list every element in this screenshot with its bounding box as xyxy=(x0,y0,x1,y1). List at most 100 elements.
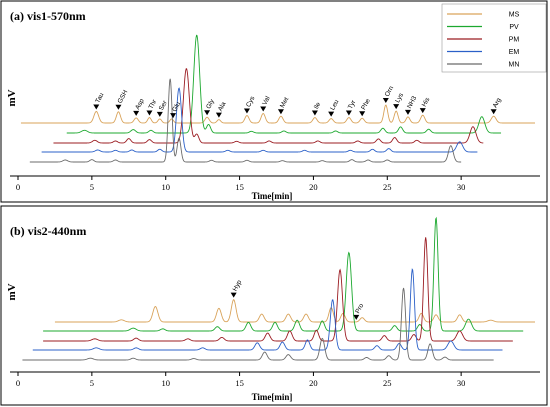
peak-marker-glu xyxy=(170,113,177,119)
peak-text-ala: Ala xyxy=(217,101,228,113)
panel-b-peak-labels: Hyp Pro xyxy=(230,279,365,320)
peak-marker-tau xyxy=(93,104,100,110)
peak-text-ile: Ile xyxy=(313,101,323,111)
peak-marker-ala xyxy=(215,112,222,118)
b-trace-em xyxy=(32,268,503,351)
peak-marker-gsh xyxy=(115,104,122,110)
peak-marker-met xyxy=(277,109,284,115)
peak-marker-tyr xyxy=(345,110,352,116)
a-trace-ms xyxy=(20,104,535,124)
panel-b-ylabel: mV xyxy=(6,283,18,300)
a-x-tick-label-25: 25 xyxy=(383,182,392,192)
a-trace-mn xyxy=(29,78,462,163)
peak-label-his: His xyxy=(419,96,432,114)
peak-text-ser: Ser xyxy=(158,99,169,112)
peak-marker-pro xyxy=(353,314,360,320)
panel-a-xlabel: Time[min] xyxy=(252,191,293,201)
peak-text-tau: Tau xyxy=(94,91,105,104)
b-trace-ms xyxy=(54,299,535,323)
b-trace-pv xyxy=(43,216,524,332)
peak-text-orn: Orn xyxy=(384,85,395,98)
panel-a-ylabel: mV xyxy=(6,89,18,106)
peak-marker-orn xyxy=(382,97,389,103)
peak-text-pro: Pro xyxy=(354,302,365,315)
peak-label-gly: Gly xyxy=(204,98,216,116)
a-x-tick-label-30: 30 xyxy=(457,182,466,192)
peak-label-arg: Arg xyxy=(490,97,503,115)
peak-label-ser: Ser xyxy=(156,99,169,117)
peak-text-thr: Thr xyxy=(148,98,159,111)
peak-label-val: Val xyxy=(260,95,272,112)
peak-label-orn: Orn xyxy=(382,85,395,103)
legend-label-em: EM xyxy=(509,49,520,56)
peak-label-glu: Glu xyxy=(170,100,182,119)
peak-marker-his xyxy=(419,108,426,114)
panel-b-frame xyxy=(0,205,548,406)
legend-label-pm: PM xyxy=(509,37,520,44)
peak-marker-asp xyxy=(133,110,140,116)
panel-a-peak-labels: Tau GSH Asp Thr Ser Glu Gly Ala Cys Val Met Ile Leu T… xyxy=(93,85,503,119)
a-x-tick-label-5: 5 xyxy=(90,182,94,192)
peak-label-met: Met xyxy=(277,96,290,115)
peak-marker-nh3 xyxy=(404,109,411,115)
peak-label-ala: Ala xyxy=(215,101,228,118)
legend-label-ms: MS xyxy=(509,12,520,19)
panel-a-traces xyxy=(20,34,535,163)
peak-marker-thr xyxy=(146,110,153,116)
peak-text-his: His xyxy=(421,96,432,108)
peak-label-hyp: Hyp xyxy=(230,279,244,298)
peak-marker-gly xyxy=(204,110,211,116)
panel-a-title: (a) vis1-570nm xyxy=(10,9,86,23)
peak-marker-leu xyxy=(328,111,335,117)
panel-b-title: (b) vis2-440nm xyxy=(10,224,86,238)
b-x-tick-label-10: 10 xyxy=(161,378,170,388)
legend-label-pv: PV xyxy=(509,24,519,31)
peak-text-glu: Glu xyxy=(171,100,182,113)
a-trace-pv xyxy=(66,34,502,134)
peak-label-nh3: NH3 xyxy=(404,95,419,115)
peak-text-cys: Cys xyxy=(245,95,257,109)
peak-label-tau: Tau xyxy=(93,91,106,110)
peak-text-leu: Leu xyxy=(329,98,340,111)
a-x-tick-label-0: 0 xyxy=(16,182,20,192)
legend-box xyxy=(441,3,547,73)
peak-label-thr: Thr xyxy=(146,98,159,116)
peak-label-ile: Ile xyxy=(311,101,323,116)
panel-a-frame xyxy=(0,0,548,203)
b-x-tick-label-20: 20 xyxy=(309,378,318,388)
peak-text-tyr: Tyr xyxy=(347,99,358,111)
peak-label-gsh: GSH xyxy=(115,89,129,110)
a-x-tick-label-20: 20 xyxy=(309,182,318,192)
panel-a-vis1-570nm: (a) vis1-570nm mV Tau GSH Asp Thr Ser Glu Gly A… xyxy=(0,0,548,203)
peak-label-lys: Lys xyxy=(393,91,405,110)
peak-marker-ile xyxy=(311,110,318,116)
panel-a-x-ticks: 0 5 10 15 20 25 30 xyxy=(16,176,466,192)
legend-label-mn: MN xyxy=(509,62,520,69)
peak-marker-lys xyxy=(393,104,400,110)
panel-b-xlabel: Time[min] xyxy=(252,392,293,402)
peak-label-tyr: Tyr xyxy=(345,99,358,116)
peak-marker-arg xyxy=(490,109,497,115)
peak-text-gsh: GSH xyxy=(117,89,130,105)
b-x-tick-label-30: 30 xyxy=(457,378,466,388)
panel-b-traces xyxy=(22,216,535,361)
peak-marker-hyp xyxy=(230,292,237,298)
peak-marker-cys xyxy=(243,108,250,114)
peak-text-phe: Phe xyxy=(360,97,372,111)
peak-label-cys: Cys xyxy=(243,95,257,114)
b-x-tick-label-0: 0 xyxy=(16,378,20,388)
b-x-tick-label-15: 15 xyxy=(235,378,244,388)
a-x-tick-label-10: 10 xyxy=(161,182,170,192)
peak-label-phe: Phe xyxy=(359,97,372,117)
b-x-tick-label-25: 25 xyxy=(383,378,392,388)
peak-label-leu: Leu xyxy=(328,98,341,117)
b-x-tick-label-5: 5 xyxy=(90,378,94,388)
peak-text-met: Met xyxy=(279,96,290,109)
peak-marker-ser xyxy=(156,111,163,117)
legend: MS PV PM EM MN xyxy=(441,3,547,73)
a-x-tick-label-15: 15 xyxy=(235,182,244,192)
peak-marker-phe xyxy=(359,111,366,117)
peak-label-asp: Asp xyxy=(133,97,146,116)
peak-text-arg: Arg xyxy=(492,97,503,110)
